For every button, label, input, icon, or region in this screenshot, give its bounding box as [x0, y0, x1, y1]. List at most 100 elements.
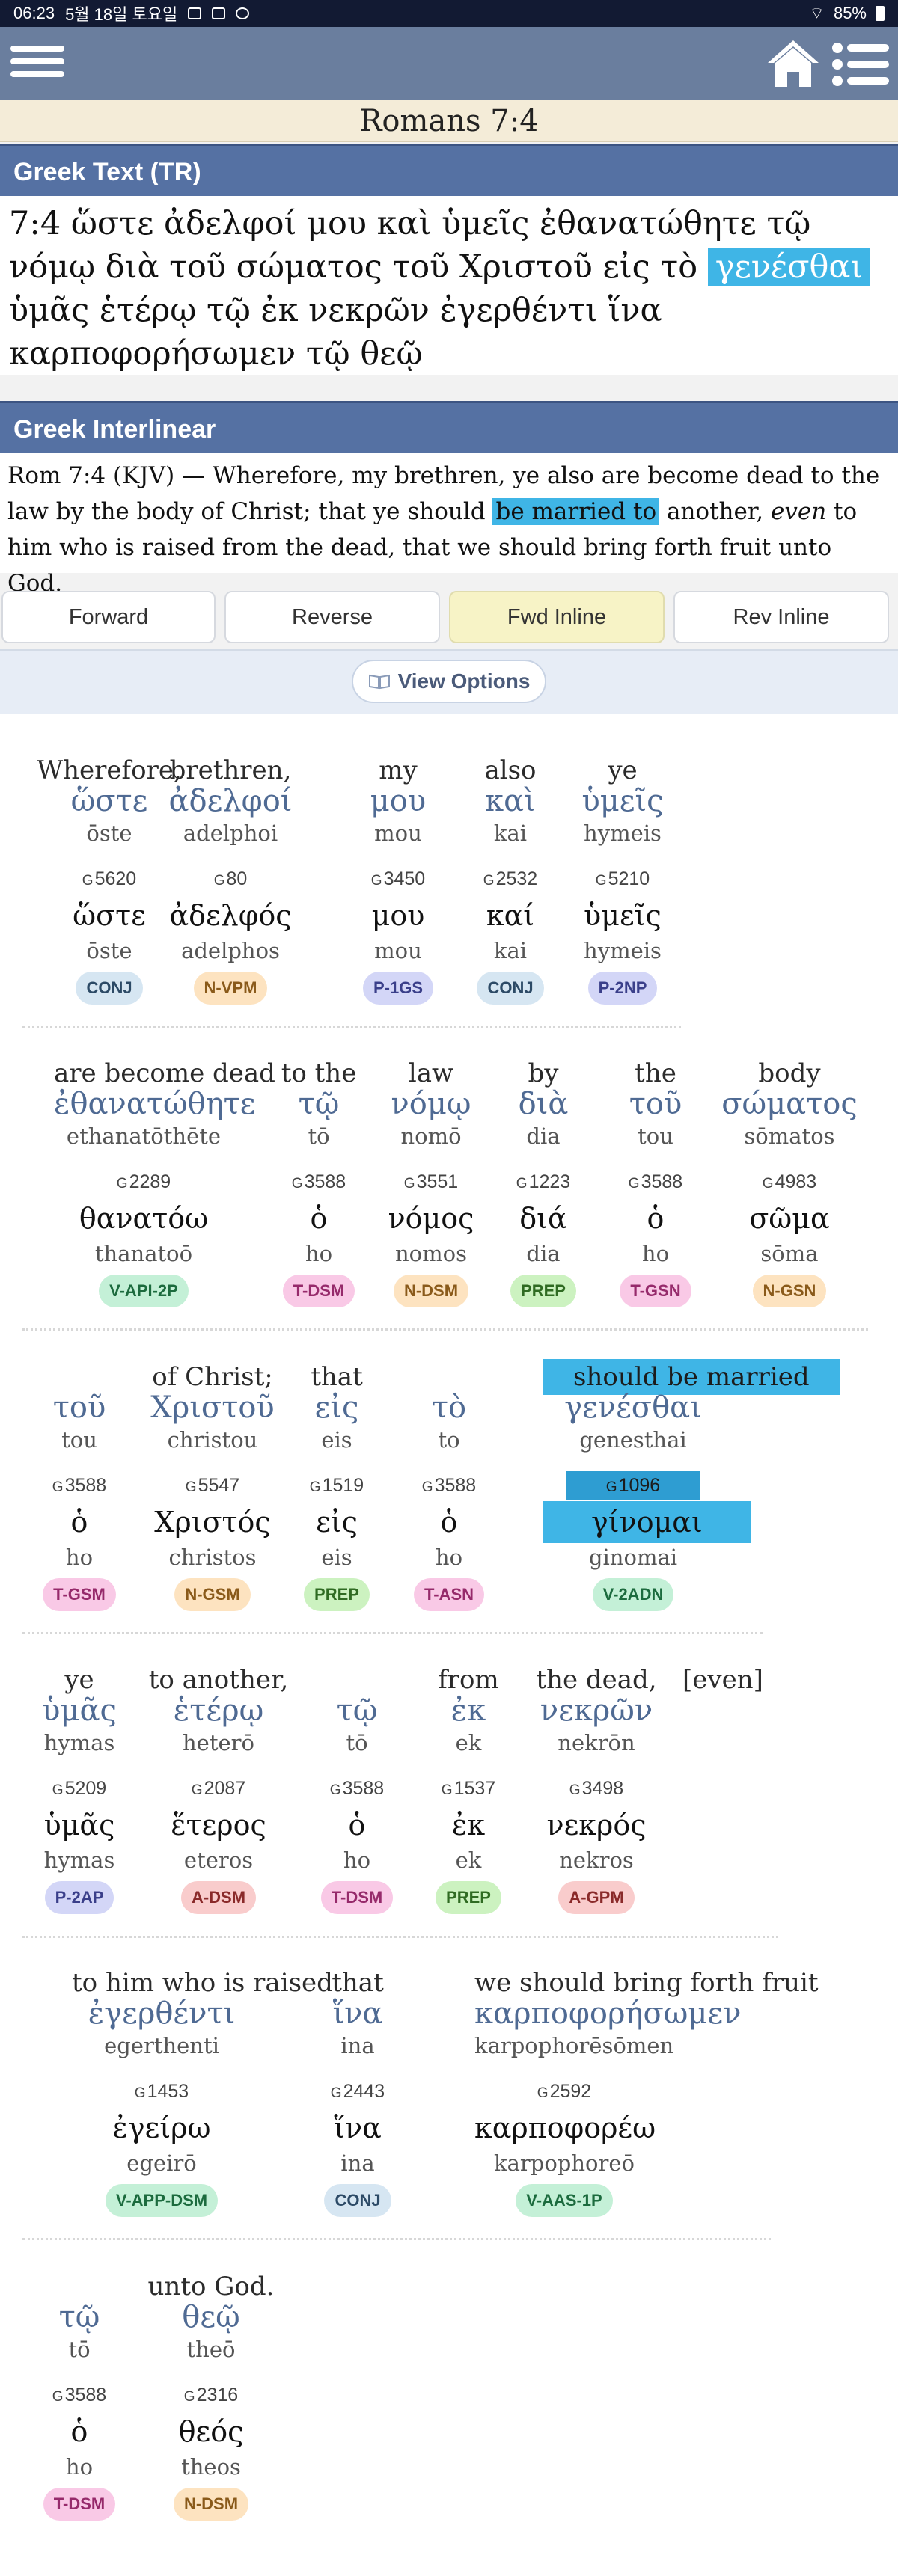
view-options-button[interactable]: View Options — [352, 660, 546, 703]
morphology-badge[interactable]: P-2AP — [44, 1881, 114, 1914]
row-separator — [22, 1026, 681, 1028]
morphology-badge[interactable]: P-2NP — [587, 972, 658, 1005]
morphology-badge[interactable]: T-GSN — [620, 1275, 691, 1307]
english-gloss: unto God. — [147, 2272, 275, 2301]
lemma: ἐκ — [451, 1809, 486, 1841]
interlinear-word[interactable]: ye ὑμᾶς hymas G5209 ὑμᾶς hymas P-2AP — [0, 1664, 169, 1914]
lemma-transliteration: dia — [526, 1241, 561, 1266]
interlinear-word[interactable]: are become dead ἐθανατώθητε ethanatōthēte G… — [54, 1058, 275, 1307]
greek-word: εἰς — [314, 1390, 359, 1425]
interlinear-word[interactable]: that εἰς eis G1519 εἰς eis PREP — [247, 1361, 427, 1611]
morphology-badge[interactable]: N-VPM — [193, 972, 268, 1005]
interlinear-word[interactable]: brethren, ἀδελφοί adelphoi G80 ἀδελφός adelph… — [141, 755, 320, 1005]
lemma: καρποφορέω — [474, 2112, 656, 2144]
interlinear-word[interactable]: [even] — [633, 1664, 813, 1878]
interlinear-word[interactable]: that ἵνα ina G2443 ἵνα ina CONJ — [268, 1967, 448, 2217]
interlinear-word[interactable]: law νόμῳ nomō G3551 νόμος nomos N-DSM — [341, 1058, 521, 1307]
interlinear-word[interactable]: my μου mou G3450 μου mou P-1GS — [308, 755, 488, 1005]
interlinear-word[interactable]: τοῦ tou G3588 ὁ ho T-GSM — [0, 1361, 169, 1611]
morphology-badge[interactable]: T-DSM — [43, 2488, 116, 2521]
transliteration: eis — [321, 1427, 352, 1453]
tab-rev-inline[interactable]: Rev Inline — [674, 591, 889, 643]
interlinear-word[interactable]: to him who is raised ἐγερθέντι egerthenti G… — [72, 1967, 333, 2217]
hamburger-menu-icon[interactable] — [10, 42, 64, 85]
transliteration: hymeis — [584, 821, 662, 846]
tab-forward[interactable]: Forward — [1, 591, 216, 643]
interlinear-word[interactable]: the dead, νεκρῶν nekrōn G3498 νεκρός nekros A-… — [507, 1664, 686, 1914]
tab-reverse[interactable]: Reverse — [224, 591, 440, 643]
english-gloss: from — [438, 1665, 499, 1695]
greek-word: διὰ — [518, 1087, 569, 1121]
morphology-badge[interactable]: PREP — [304, 1578, 370, 1611]
interlinear-word[interactable]: τῷ tō G3588 ὁ ho T-DSM — [267, 1664, 447, 1914]
morphology-badge[interactable]: A-DSM — [180, 1881, 257, 1914]
morphology-badge[interactable]: P-1GS — [362, 972, 434, 1005]
morphology-badge[interactable]: T-DSM — [320, 1881, 394, 1914]
morphology-badge[interactable]: T-ASN — [414, 1578, 484, 1611]
interlinear-word[interactable]: unto God. θεῷ theō G2316 θεός theos N-DSM — [121, 2271, 301, 2521]
strongs-number: G2592 — [537, 2081, 592, 2102]
kjv-italic: even — [770, 498, 827, 525]
interlinear-word[interactable]: should be married γενέσθαι genesthai G1096 γ… — [543, 1359, 840, 1611]
battery-icon — [876, 6, 885, 21]
morphology-badge[interactable]: CONJ — [76, 972, 143, 1005]
lemma-transliteration: ek — [455, 1847, 482, 1873]
strongs-number: G2289 — [116, 1171, 171, 1192]
lemma: ἐγείρω — [112, 2112, 211, 2144]
english-gloss: should be married — [543, 1359, 840, 1395]
list-menu-icon[interactable] — [831, 40, 891, 88]
interlinear-word[interactable]: Wherefore, ὥστε ōste G5620 ὥστε ōste CONJ — [19, 755, 199, 1005]
lemma: ὁ — [647, 1202, 665, 1235]
lemma-transliteration: ginomai — [588, 1545, 678, 1570]
interlinear-word[interactable]: τὸ to G3588 ὁ ho T-ASN — [359, 1361, 539, 1611]
morphology-badge[interactable]: PREP — [436, 1881, 501, 1914]
morphology-badge[interactable]: V-2ADN — [592, 1578, 674, 1611]
morphology-badge[interactable]: V-APP-DSM — [105, 2184, 219, 2217]
morphology-badge[interactable]: A-GPM — [558, 1881, 635, 1914]
morphology-badge[interactable]: PREP — [510, 1275, 576, 1307]
interlinear-word[interactable]: also καὶ kai G2532 καί kai CONJ — [421, 755, 600, 1005]
interlinear-word[interactable]: the τοῦ tou G3588 ὁ ho T-GSN — [566, 1058, 745, 1307]
lemma: σῶμα — [749, 1202, 830, 1235]
greek-word: ὥστε — [70, 784, 148, 818]
english-gloss: Wherefore, — [37, 755, 182, 785]
morphology-badge[interactable]: CONJ — [477, 972, 544, 1005]
morphology-badge[interactable]: CONJ — [324, 2184, 391, 2217]
morphology-badge[interactable]: N-DSM — [393, 1275, 469, 1307]
transliteration: hymas — [43, 1730, 115, 1755]
morphology-badge[interactable]: T-GSM — [43, 1578, 116, 1611]
greek-word: ὑμᾶς — [42, 1693, 117, 1728]
interlinear-word[interactable]: body σώματος sōmatos G4983 σῶμα sōma N-GSN — [700, 1058, 879, 1307]
interlinear-word[interactable]: to the τῷ tō G3588 ὁ ho T-DSM — [229, 1058, 409, 1307]
english-gloss: ye — [608, 755, 638, 785]
lemma-transliteration: kai — [493, 938, 528, 963]
lemma: ὁ — [348, 1809, 366, 1841]
tab-fwd-inline[interactable]: Fwd Inline — [449, 591, 665, 643]
interlinear-word[interactable]: ye ὑμεῖς hymeis G5210 ὑμεῖς hymeis P-2NP — [533, 755, 712, 1005]
greek-line-4: καρποφορήσωμεν τῷ θεῷ — [9, 335, 423, 372]
greek-highlight-word[interactable]: γενέσθαι — [707, 248, 871, 286]
reference-title: Romans 7:4 — [0, 100, 898, 142]
morphology-badge[interactable]: N-GSM — [174, 1578, 251, 1611]
english-gloss: that — [311, 1362, 363, 1392]
morphology-badge[interactable]: V-AAS-1P — [516, 2184, 613, 2217]
strongs-number: G3498 — [569, 1778, 624, 1799]
view-options-bar: View Options — [0, 649, 898, 714]
strongs-number: G3450 — [370, 868, 426, 889]
kjv-highlight[interactable]: be married to — [492, 498, 660, 525]
interlinear-word[interactable]: from ἐκ ek G1537 ἐκ ek PREP — [379, 1664, 558, 1914]
gallery-icon — [188, 7, 202, 19]
interlinear-word[interactable]: of Christ; Χριστοῦ christou G5547 Χριστός chr… — [123, 1361, 302, 1611]
morphology-badge[interactable]: N-GSN — [752, 1275, 827, 1307]
morphology-badge[interactable]: V-API-2P — [99, 1275, 189, 1307]
transliteration: adelphoi — [183, 821, 278, 846]
interlinear-word[interactable]: we should bring forth fruit καρποφορήσωμε… — [474, 1967, 819, 2217]
home-icon[interactable] — [765, 37, 822, 90]
english-gloss: [even] — [682, 1665, 763, 1695]
interlinear-word[interactable]: to another, ἑτέρῳ heterō G2087 ἕτερος eteros A… — [129, 1664, 308, 1914]
interlinear-word[interactable]: τῷ tō G3588 ὁ ho T-DSM — [0, 2271, 169, 2521]
morphology-badge[interactable]: T-DSM — [282, 1275, 355, 1307]
morphology-badge[interactable]: N-DSM — [173, 2488, 249, 2521]
interlinear-word[interactable]: by διὰ dia G1223 διά dia PREP — [453, 1058, 633, 1307]
transliteration: nomō — [400, 1123, 462, 1149]
